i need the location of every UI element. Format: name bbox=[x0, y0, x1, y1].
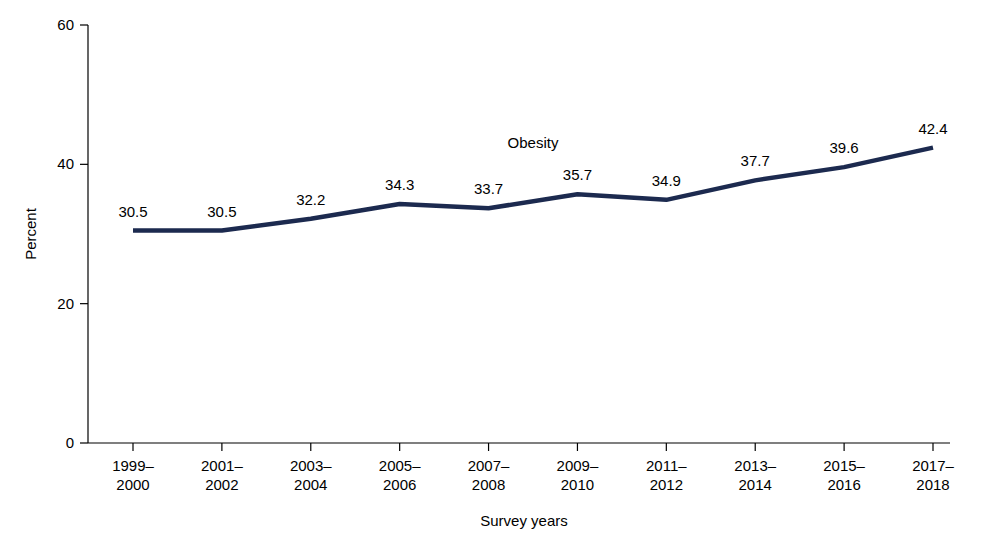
x-tick bbox=[310, 443, 311, 451]
x-tick-label-line: 2003– bbox=[290, 457, 332, 474]
x-tick-label: 2011– 2012 bbox=[646, 457, 687, 493]
x-tick bbox=[132, 443, 133, 451]
x-tick-label-line: 2016 bbox=[827, 476, 860, 493]
x-tick-label-line: 2012 bbox=[650, 476, 683, 493]
x-tick-label: 2001– 2002 bbox=[201, 457, 243, 493]
x-tick-label: 1999– 2000 bbox=[112, 457, 154, 493]
x-tick bbox=[488, 443, 489, 451]
data-label: 37.7 bbox=[741, 152, 770, 169]
y-tick-label: 0 bbox=[66, 434, 74, 451]
x-tick bbox=[755, 443, 756, 451]
y-tick bbox=[80, 303, 88, 304]
x-tick-label-line: 2000 bbox=[116, 476, 149, 493]
data-label: 32.2 bbox=[296, 191, 325, 208]
x-tick-label: 2015– 2016 bbox=[823, 457, 865, 493]
x-tick-label-line: 2009– bbox=[557, 457, 599, 474]
x-tick bbox=[577, 443, 578, 451]
y-tick-label: 20 bbox=[57, 295, 74, 312]
data-label: 35.7 bbox=[563, 166, 592, 183]
data-label: 30.5 bbox=[118, 203, 147, 220]
x-tick-label: 2017– 2018 bbox=[912, 457, 954, 493]
x-tick-label: 2005– 2006 bbox=[379, 457, 421, 493]
series-label: Obesity bbox=[508, 134, 559, 151]
x-tick-label-line: 2014 bbox=[739, 476, 772, 493]
x-tick bbox=[844, 443, 845, 451]
x-tick-label-line: 2011– bbox=[646, 457, 687, 474]
x-axis-title: Survey years bbox=[480, 512, 568, 529]
x-tick-label-line: 2008 bbox=[472, 476, 505, 493]
x-tick-label-line: 2007– bbox=[468, 457, 510, 474]
x-axis bbox=[88, 442, 950, 443]
x-tick bbox=[666, 443, 667, 451]
y-tick bbox=[80, 24, 88, 25]
x-tick-label-line: 2015– bbox=[823, 457, 865, 474]
x-tick bbox=[399, 443, 400, 451]
y-tick-label: 60 bbox=[57, 16, 74, 33]
chart: 02040601999–20002001–20022003–20042005–2… bbox=[0, 0, 1000, 550]
series-line bbox=[133, 148, 933, 231]
x-tick-label-line: 2002 bbox=[205, 476, 238, 493]
y-tick-label: 40 bbox=[57, 155, 74, 172]
x-tick-label: 2009– 2010 bbox=[557, 457, 599, 493]
y-tick bbox=[80, 442, 88, 443]
data-label: 34.9 bbox=[652, 172, 681, 189]
plot-area bbox=[133, 148, 933, 231]
y-axis bbox=[87, 25, 88, 443]
x-tick bbox=[932, 443, 933, 451]
data-label: 30.5 bbox=[207, 203, 236, 220]
data-label: 42.4 bbox=[918, 120, 947, 137]
x-tick bbox=[221, 443, 222, 451]
x-tick-label-line: 2006 bbox=[383, 476, 416, 493]
x-tick-label-line: 1999– bbox=[112, 457, 154, 474]
data-label: 39.6 bbox=[830, 139, 859, 156]
data-label: 33.7 bbox=[474, 180, 503, 197]
x-tick-label: 2013– 2014 bbox=[734, 457, 776, 493]
data-label: 34.3 bbox=[385, 176, 414, 193]
x-tick-label: 2007– 2008 bbox=[468, 457, 510, 493]
x-tick-label-line: 2010 bbox=[561, 476, 594, 493]
y-tick bbox=[80, 164, 88, 165]
x-tick-label-line: 2005– bbox=[379, 457, 421, 474]
x-tick-label-line: 2018 bbox=[916, 476, 949, 493]
x-tick-label-line: 2004 bbox=[294, 476, 327, 493]
x-tick-label: 2003– 2004 bbox=[290, 457, 332, 493]
x-tick-label-line: 2013– bbox=[734, 457, 776, 474]
y-axis-title: Percent bbox=[22, 207, 39, 260]
x-tick-label-line: 2017– bbox=[912, 457, 954, 474]
x-tick-label-line: 2001– bbox=[201, 457, 243, 474]
